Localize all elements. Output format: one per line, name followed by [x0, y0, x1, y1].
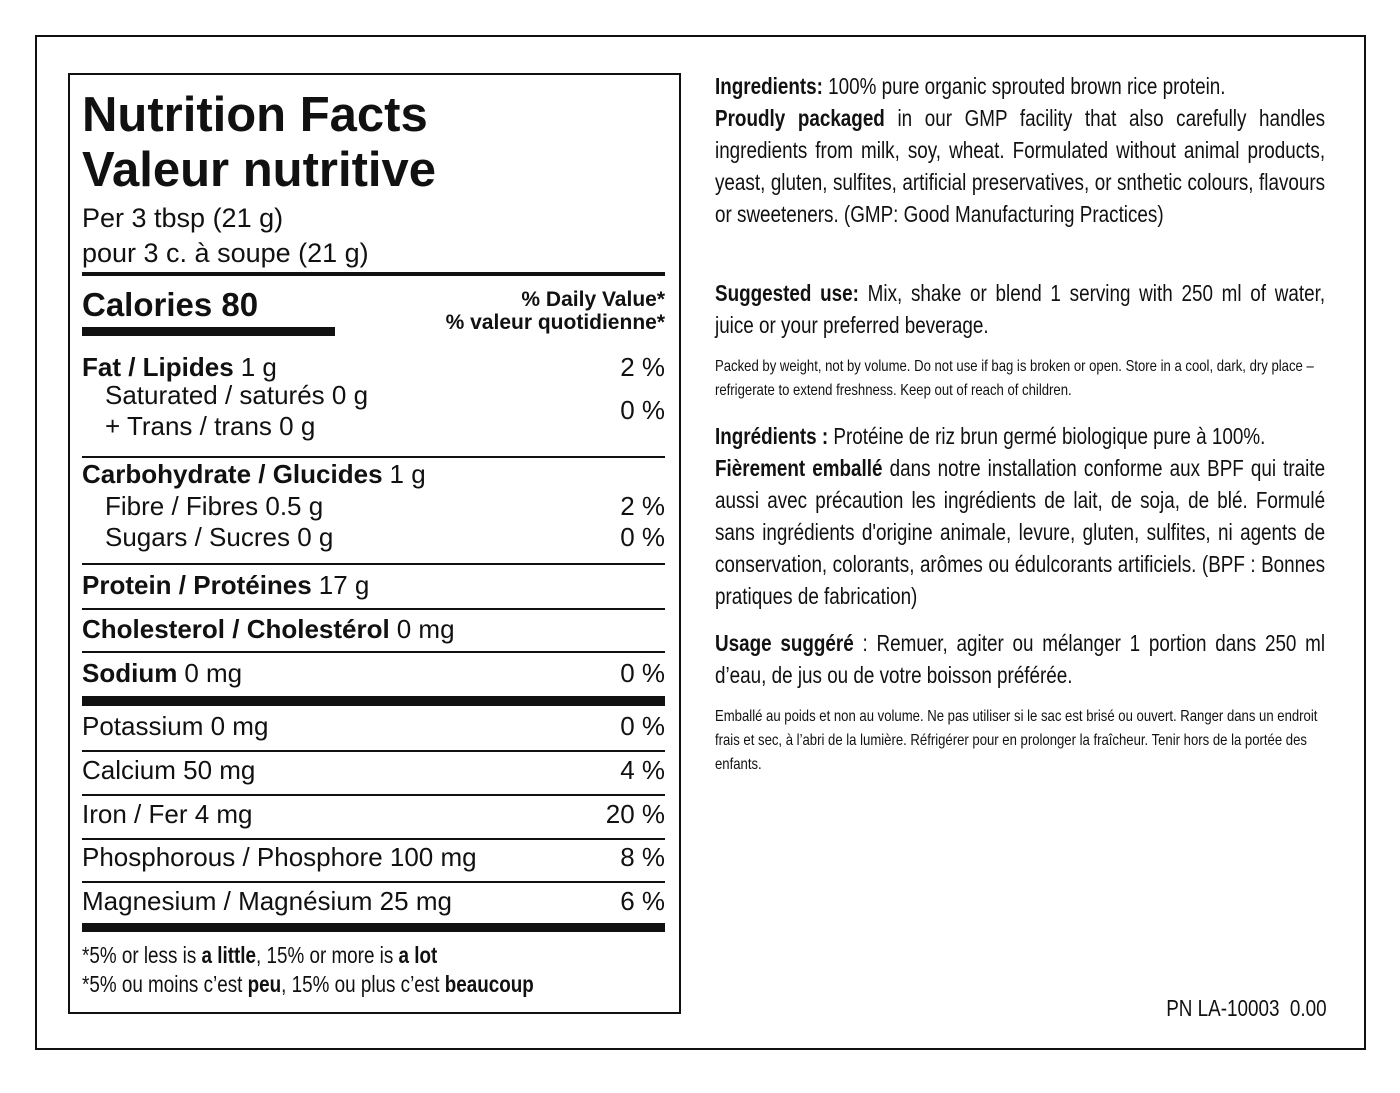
text: *5% ou moins c’est — [82, 971, 243, 997]
text: *5% or less is — [82, 942, 197, 968]
serving-fr: pour 3 c. à soupe (21 g) — [82, 238, 369, 268]
nutrient-name: Cholesterol / Cholestérol — [82, 614, 390, 644]
daily-value: 4 % — [620, 755, 665, 785]
rule — [82, 563, 665, 565]
calories: Calories 80 — [82, 286, 259, 323]
protein-row: Protein / Protéines 17 g — [82, 571, 665, 599]
text: a lot — [398, 942, 438, 968]
rule — [82, 456, 665, 458]
trans-row: + Trans / trans 0 g — [105, 411, 316, 441]
label: Suggested use: — [715, 280, 859, 306]
label: Usage suggéré — [715, 630, 854, 656]
nutrition-panel — [68, 73, 681, 1014]
text: , 15% ou plus c’est — [281, 971, 440, 997]
dv-header-en: % Daily Value* — [521, 288, 665, 311]
mineral-row: Phosphorous / Phosphore 100 mg 8 % — [82, 843, 665, 871]
rule — [82, 923, 665, 932]
rule — [82, 750, 665, 752]
nutrient-text: Calcium 50 mg — [82, 755, 256, 785]
label: Ingrédients : — [715, 423, 829, 449]
nutrient-text: Sugars / Sucres 0 g — [105, 522, 334, 552]
dv-header-fr: % valeur quotidienne* — [445, 311, 665, 334]
nutrient-text: Phosphorous / Phosphore 100 mg — [82, 842, 477, 872]
nutrient-text: Magnesium / Magnésium 25 mg — [82, 886, 452, 916]
daily-value: 2 % — [620, 352, 665, 382]
daily-value: 8 % — [620, 842, 665, 872]
mineral-row: Potassium 0 mg 0 % — [82, 712, 665, 740]
label: Proudly packaged — [715, 105, 885, 131]
mineral-row: Iron / Fer 4 mg 20 % — [82, 800, 665, 828]
daily-value: 20 % — [605, 799, 665, 829]
amount: 17 g — [318, 570, 370, 600]
text: dans notre installation conforme aux BPF… — [715, 455, 1326, 609]
ingredients-fr: Ingrédients : Protéine de riz brun germé… — [715, 420, 1325, 612]
carbohydrate-row: Carbohydrate / Glucides 1 g — [82, 460, 665, 488]
rule — [82, 608, 665, 610]
rule — [82, 838, 665, 840]
label: Fièrement emballé — [715, 455, 883, 481]
saturated-row: Saturated / saturés 0 g — [105, 380, 369, 410]
sugars-row: Sugars / Sucres 0 g 0 % — [105, 523, 665, 551]
part-number: PN LA-10003 0.00 — [1166, 995, 1327, 1021]
fibre-row: Fibre / Fibres 0.5 g 2 % — [105, 492, 665, 520]
serving-en: Per 3 tbsp (21 g) — [82, 203, 284, 233]
use-en: Suggested use: Mix, shake or blend 1 ser… — [715, 277, 1325, 341]
text: 100% pure organic sprouted brown rice pr… — [828, 73, 1226, 99]
rule — [82, 696, 665, 706]
calories-bar — [82, 327, 335, 336]
mineral-row: Magnesium / Magnésium 25 mg 6 % — [82, 887, 665, 915]
title-fr: Valeur nutritive — [82, 143, 437, 197]
nutrient-name: Carbohydrate / Glucides — [82, 459, 383, 489]
ingredients-en: Ingredients: 100% pure organic sprouted … — [715, 70, 1325, 230]
label: Ingredients: — [715, 73, 823, 99]
nutrient-name: Sodium — [82, 658, 178, 688]
nutrient-name: Protein / Protéines — [82, 570, 312, 600]
footnote-fr: *5% ou moins c’est peu, 15% ou plus c’es… — [82, 970, 534, 999]
text: Mix, shake or blend 1 serving with 250 m… — [715, 280, 1326, 338]
text: beaucoup — [444, 971, 534, 997]
rule — [82, 794, 665, 796]
use-fr: Usage suggéré : Remuer, agiter ou mélang… — [715, 627, 1325, 691]
nutrient-text: Potassium 0 mg — [82, 711, 269, 741]
outer-frame — [35, 35, 1366, 1050]
daily-value: 0 % — [620, 522, 665, 552]
rule — [82, 651, 665, 653]
title-en: Nutrition Facts — [82, 88, 428, 142]
nutrient-text: Iron / Fer 4 mg — [82, 799, 253, 829]
text: a little — [201, 942, 256, 968]
footnote-en: *5% or less is a little, 15% or more is … — [82, 941, 437, 970]
amount: 1 g — [389, 459, 426, 489]
daily-value: 2 % — [620, 491, 665, 521]
storage-en: Packed by weight, not by volume. Do not … — [715, 358, 1314, 399]
daily-value: 0 % — [620, 711, 665, 741]
rule — [82, 881, 665, 883]
text: Protéine de riz brun germé biologique pu… — [833, 423, 1266, 449]
nutrient-text: Fibre / Fibres 0.5 g — [105, 491, 324, 521]
rule — [82, 272, 665, 276]
amount: 0 mg — [184, 658, 243, 688]
storage-fr: Emballé au poids et non au volume. Ne pa… — [715, 708, 1318, 773]
sodium-row: Sodium 0 mg 0 % — [82, 659, 665, 687]
text: : Remuer, agiter ou mélanger 1 portion d… — [715, 630, 1326, 688]
text: peu — [247, 971, 282, 997]
daily-value: 0 % — [620, 658, 665, 688]
daily-value: 6 % — [620, 886, 665, 916]
daily-value: 0 % — [620, 395, 665, 425]
amount: 0 mg — [396, 614, 455, 644]
text: in our GMP facility that also carefully … — [715, 105, 1326, 227]
cholesterol-row: Cholesterol / Cholestérol 0 mg — [82, 615, 665, 643]
text: , 15% or more is — [255, 942, 394, 968]
amount: 1 g — [240, 352, 277, 382]
fat-row: Fat / Lipides 1 g 2 % — [82, 353, 665, 381]
mineral-row: Calcium 50 mg 4 % — [82, 756, 665, 784]
nutrient-name: Fat / Lipides — [82, 352, 234, 382]
